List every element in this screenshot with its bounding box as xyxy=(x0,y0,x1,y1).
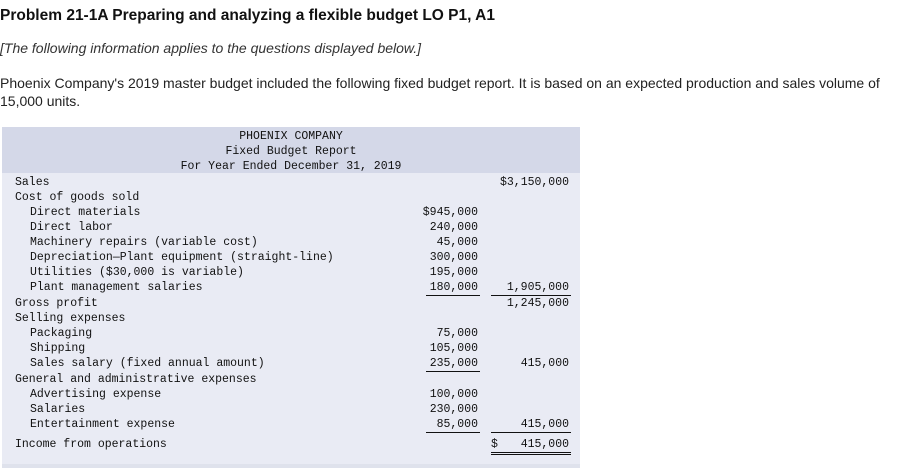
row-salaries: Salaries 230,000 xyxy=(2,402,580,417)
fixed-budget-report: PHOENIX COMPANY Fixed Budget Report For … xyxy=(2,127,580,464)
underline xyxy=(491,432,571,433)
row-amount: 75,000 xyxy=(436,327,478,340)
row-amount: 195,000 xyxy=(429,266,478,279)
row-label: Depreciation—Plant equipment (straight-l… xyxy=(30,251,334,264)
double-underline-top xyxy=(491,452,571,453)
row-direct-materials: Direct materials $945,000 xyxy=(2,205,580,220)
underline xyxy=(426,432,480,433)
report-period: For Year Ended December 31, 2019 xyxy=(180,160,402,173)
row-amount: 180,000 xyxy=(429,281,478,294)
row-label: Gross profit xyxy=(15,297,98,310)
row-depreciation: Depreciation—Plant equipment (straight-l… xyxy=(2,250,580,265)
row-gross-profit: Gross profit 1,245,000 xyxy=(2,296,580,311)
row-total: $3,150,000 xyxy=(499,176,569,189)
row-label: Advertising expense xyxy=(30,388,162,401)
row-label: Direct materials xyxy=(30,206,141,219)
row-amount: 105,000 xyxy=(429,342,478,355)
row-selling-expenses: Selling expenses xyxy=(2,311,580,326)
row-label: General and administrative expenses xyxy=(15,373,257,386)
row-amount: 240,000 xyxy=(429,221,478,234)
row-label: Cost of goods sold xyxy=(15,191,140,204)
row-utilities: Utilities ($30,000 is variable) 195,000 xyxy=(2,265,580,280)
row-total: 415,000 xyxy=(520,438,569,451)
row-total: 1,245,000 xyxy=(506,297,569,310)
row-amount: 100,000 xyxy=(429,388,478,401)
row-label: Entertainment expense xyxy=(30,418,175,431)
report-company: PHOENIX COMPANY xyxy=(239,130,343,143)
row-label: Machinery repairs (variable cost) xyxy=(30,236,258,249)
row-general-admin: General and administrative expenses xyxy=(2,372,580,387)
double-underline-bottom xyxy=(491,454,571,455)
row-amount: 300,000 xyxy=(429,251,478,264)
row-packaging: Packaging 75,000 xyxy=(2,326,580,341)
row-label: Income from operations xyxy=(15,438,167,451)
report-name: Fixed Budget Report xyxy=(225,145,357,158)
row-amount: 45,000 xyxy=(436,236,478,249)
row-shipping: Shipping 105,000 xyxy=(2,341,580,356)
row-sales-salary: Sales salary (fixed annual amount) 235,0… xyxy=(2,356,580,371)
row-label: Shipping xyxy=(30,342,86,355)
row-machinery-repairs: Machinery repairs (variable cost) 45,000 xyxy=(2,235,580,250)
row-plant-management: Plant management salaries 180,000 1,905,… xyxy=(2,280,580,295)
row-label: Sales salary (fixed annual amount) xyxy=(30,357,265,370)
row-label: Utilities ($30,000 is variable) xyxy=(30,266,244,279)
row-label: Salaries xyxy=(30,403,86,416)
row-label: Direct labor xyxy=(30,221,113,234)
report-footer-strip xyxy=(2,464,580,468)
problem-note: [The following information applies to th… xyxy=(0,40,422,56)
row-amount: 230,000 xyxy=(429,403,478,416)
underline xyxy=(426,295,480,296)
row-advertising: Advertising expense 100,000 xyxy=(2,387,580,402)
row-amount: $945,000 xyxy=(422,206,478,219)
report-header: PHOENIX COMPANY Fixed Budget Report For … xyxy=(2,127,580,173)
row-cogs: Cost of goods sold xyxy=(2,190,580,205)
underline xyxy=(491,295,571,296)
row-total: 415,000 xyxy=(520,357,569,370)
problem-title: Problem 21-1A Preparing and analyzing a … xyxy=(0,7,495,24)
row-entertainment: Entertainment expense 85,000 415,000 xyxy=(2,417,580,432)
row-label: Selling expenses xyxy=(15,312,126,325)
row-label: Plant management salaries xyxy=(30,281,203,294)
row-total: 415,000 xyxy=(520,418,569,431)
row-amount: 85,000 xyxy=(436,418,478,431)
dollar-sign: $ xyxy=(491,438,498,451)
row-total: 1,905,000 xyxy=(506,281,569,294)
row-sales: Sales $3,150,000 xyxy=(2,175,580,190)
row-income-from-operations: Income from operations $ 415,000 xyxy=(2,437,580,452)
row-label: Sales xyxy=(15,176,50,189)
underline xyxy=(426,371,480,372)
row-amount: 235,000 xyxy=(429,357,478,370)
row-direct-labor: Direct labor 240,000 xyxy=(2,220,580,235)
row-label: Packaging xyxy=(30,327,93,340)
problem-intro: Phoenix Company's 2019 master budget inc… xyxy=(0,75,880,109)
